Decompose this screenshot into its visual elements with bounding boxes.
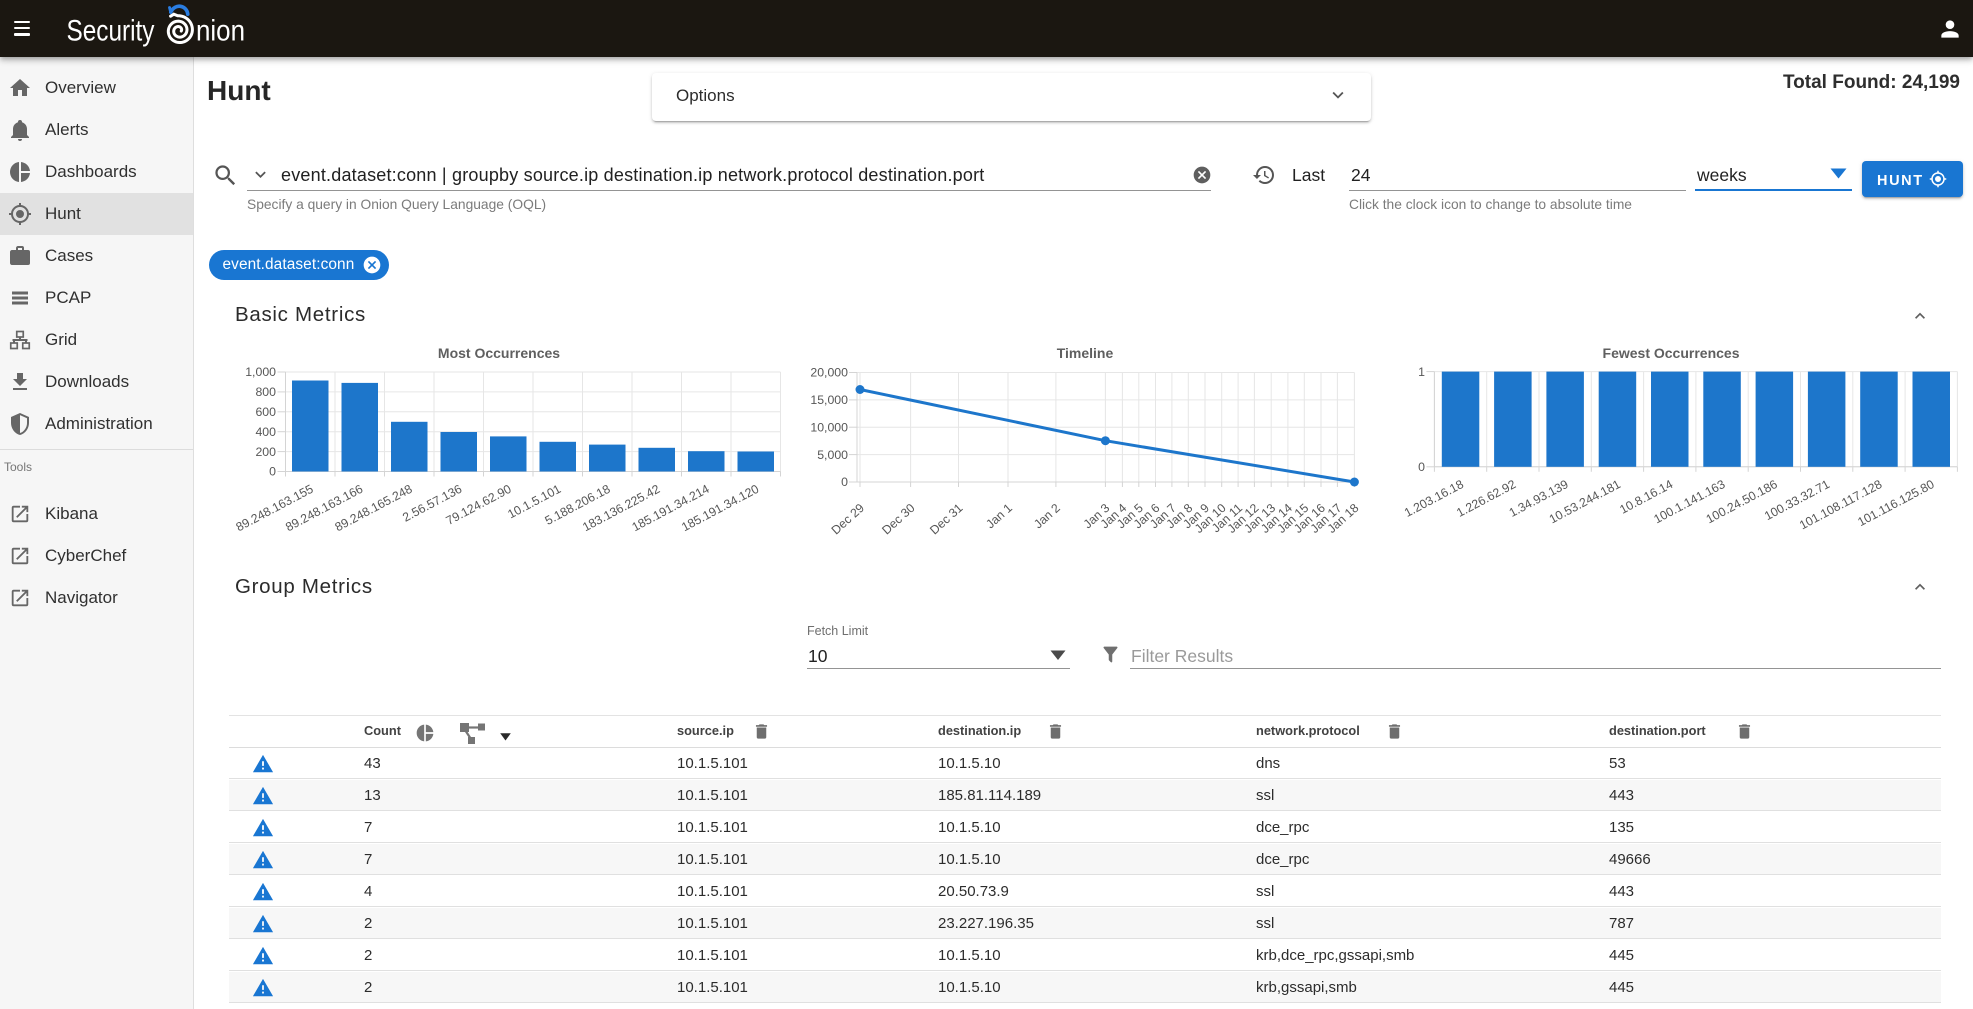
- svg-text:0: 0: [1418, 460, 1425, 474]
- svg-text:5,000: 5,000: [817, 448, 848, 462]
- svg-text:Dec 30: Dec 30: [879, 501, 917, 538]
- svg-text:nion: nion: [196, 15, 245, 48]
- svg-text:Fewest Occurrences: Fewest Occurrences: [1603, 345, 1740, 361]
- svg-text:0: 0: [269, 465, 276, 479]
- svg-text:Jan 1: Jan 1: [983, 501, 1015, 532]
- svg-text:Security: Security: [67, 15, 155, 48]
- svg-text:Jan 2: Jan 2: [1031, 501, 1063, 532]
- svg-text:20,000: 20,000: [810, 366, 848, 380]
- svg-text:800: 800: [255, 385, 276, 399]
- svg-text:10,000: 10,000: [810, 421, 848, 435]
- svg-text:Dec 29: Dec 29: [829, 501, 867, 538]
- svg-text:0: 0: [841, 475, 848, 489]
- svg-text:Timeline: Timeline: [1057, 345, 1114, 361]
- svg-text:600: 600: [255, 405, 276, 419]
- svg-text:1: 1: [1418, 365, 1425, 379]
- svg-text:400: 400: [255, 425, 276, 439]
- svg-text:200: 200: [255, 445, 276, 459]
- svg-text:1,000: 1,000: [245, 365, 276, 379]
- svg-text:Dec 31: Dec 31: [927, 501, 965, 538]
- svg-text:Most Occurrences: Most Occurrences: [438, 345, 560, 361]
- svg-text:15,000: 15,000: [810, 393, 848, 407]
